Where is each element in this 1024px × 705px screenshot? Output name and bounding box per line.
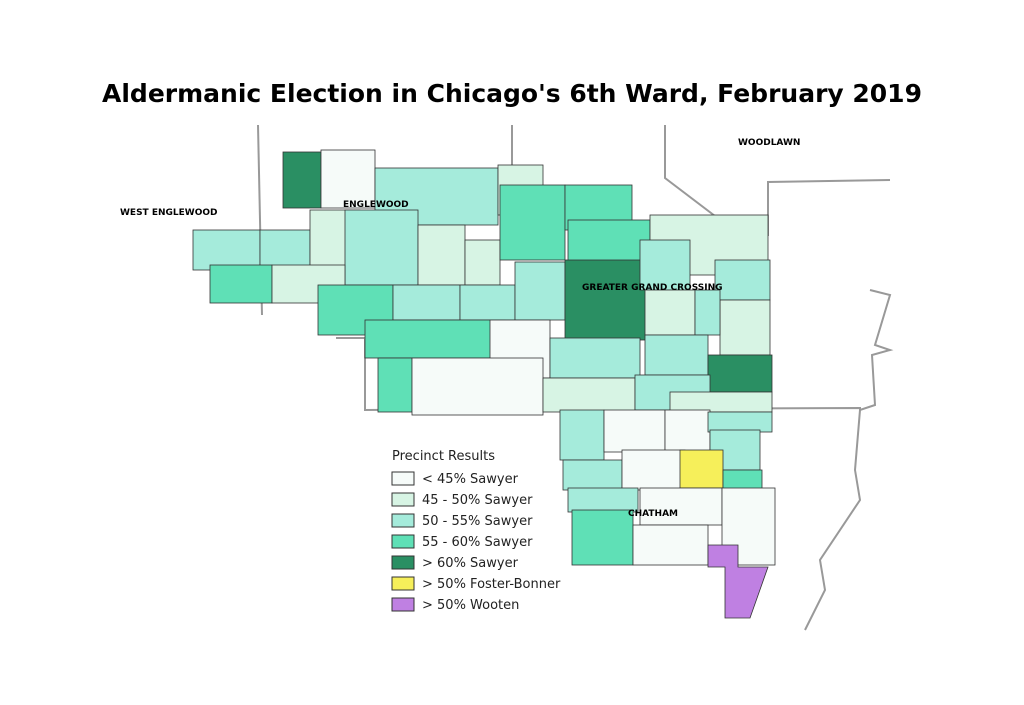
precinct bbox=[499, 184, 566, 261]
precinct bbox=[714, 259, 771, 301]
map-title: Aldermanic Election in Chicago's 6th War… bbox=[102, 79, 922, 108]
precinct bbox=[632, 524, 709, 566]
precinct bbox=[664, 409, 711, 453]
precinct bbox=[549, 337, 641, 379]
precinct bbox=[639, 487, 723, 526]
precinct bbox=[192, 229, 261, 271]
legend-label: > 50% Wooten bbox=[422, 598, 519, 613]
precinct bbox=[669, 391, 773, 413]
precinct bbox=[571, 509, 634, 566]
legend-label: > 50% Foster-Bonner bbox=[422, 577, 561, 592]
precinct bbox=[707, 544, 769, 619]
precinct bbox=[464, 239, 501, 286]
precincts bbox=[192, 149, 776, 619]
precinct bbox=[209, 264, 273, 304]
place-label: WOODLAWN bbox=[738, 138, 800, 148]
precinct bbox=[411, 357, 544, 416]
place-label: CHATHAM bbox=[628, 509, 678, 519]
legend-label: 45 - 50% Sawyer bbox=[422, 493, 533, 508]
precinct bbox=[707, 411, 773, 433]
legend: < 45% Sawyer 45 - 50% Sawyer 50 - 55% Sawy… bbox=[391, 471, 561, 613]
precinct bbox=[564, 259, 651, 341]
precinct bbox=[644, 289, 696, 336]
precinct bbox=[317, 284, 394, 336]
legend-swatch bbox=[391, 513, 415, 528]
precinct bbox=[282, 151, 322, 209]
place-label: ENGLEWOOD bbox=[343, 200, 409, 210]
place-label: WEST ENGLEWOOD bbox=[120, 208, 217, 218]
legend-swatch bbox=[391, 576, 415, 591]
precinct bbox=[707, 354, 773, 393]
legend-label: 55 - 60% Sawyer bbox=[422, 535, 533, 550]
precinct bbox=[364, 319, 506, 359]
legend-swatch bbox=[391, 555, 415, 570]
precinct bbox=[603, 409, 666, 453]
legend-swatch bbox=[391, 471, 415, 486]
legend-title: Precinct Results bbox=[392, 449, 495, 464]
legend-swatch bbox=[391, 597, 415, 612]
legend-label: > 60% Sawyer bbox=[422, 556, 519, 571]
precinct bbox=[417, 224, 466, 286]
legend-label: < 45% Sawyer bbox=[422, 472, 519, 487]
precinct bbox=[621, 449, 686, 491]
precinct bbox=[719, 299, 771, 356]
precinct bbox=[542, 377, 636, 413]
precinct bbox=[459, 284, 516, 321]
precinct bbox=[567, 219, 651, 263]
precinct bbox=[259, 229, 311, 269]
precinct bbox=[644, 334, 709, 376]
precinct bbox=[392, 284, 461, 321]
precinct bbox=[559, 409, 605, 461]
precinct bbox=[679, 449, 724, 489]
legend-swatch bbox=[391, 492, 415, 507]
legend-swatch bbox=[391, 534, 415, 549]
precinct bbox=[344, 209, 419, 286]
place-label: GREATER GRAND CROSSING bbox=[582, 283, 723, 293]
precinct bbox=[694, 289, 721, 336]
legend-label: 50 - 55% Sawyer bbox=[422, 514, 533, 529]
precinct bbox=[562, 459, 623, 491]
precinct bbox=[514, 261, 566, 321]
precinct bbox=[320, 149, 376, 209]
precinct bbox=[377, 357, 413, 413]
